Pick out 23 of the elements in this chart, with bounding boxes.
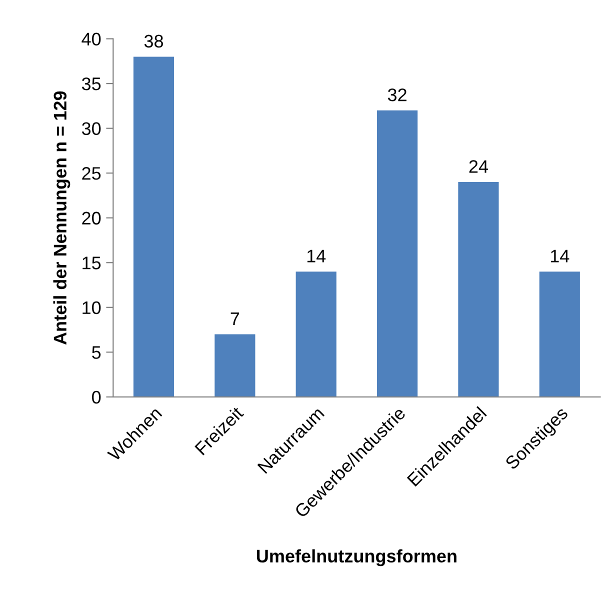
data-label: 32	[388, 88, 406, 102]
y-tick-label: 5	[92, 346, 101, 359]
data-label: 14	[307, 250, 326, 262]
y-tick-label: 40	[82, 32, 101, 46]
y-tick-label: 15	[82, 256, 101, 270]
bar	[539, 272, 580, 397]
y-tick-label: 20	[82, 212, 101, 225]
data-label: 7	[230, 312, 240, 325]
y-axis-title: Anteil der Nennungen n = 129	[53, 91, 70, 345]
bar	[214, 334, 256, 397]
y-tick-label: 0	[92, 390, 101, 404]
y-tick-label: 30	[82, 122, 101, 136]
data-label: 14	[550, 250, 570, 262]
y-tick-label: 10	[82, 301, 101, 314]
bar	[458, 182, 499, 397]
data-label: 38	[144, 34, 164, 48]
data-label: 24	[469, 160, 488, 173]
x-axis-title: Umefelnutzungsformen	[256, 549, 456, 566]
y-tick-label: 25	[82, 167, 101, 180]
bar	[376, 110, 418, 397]
bar	[296, 272, 336, 397]
y-tick-label: 35	[82, 77, 101, 90]
bar	[133, 56, 174, 397]
